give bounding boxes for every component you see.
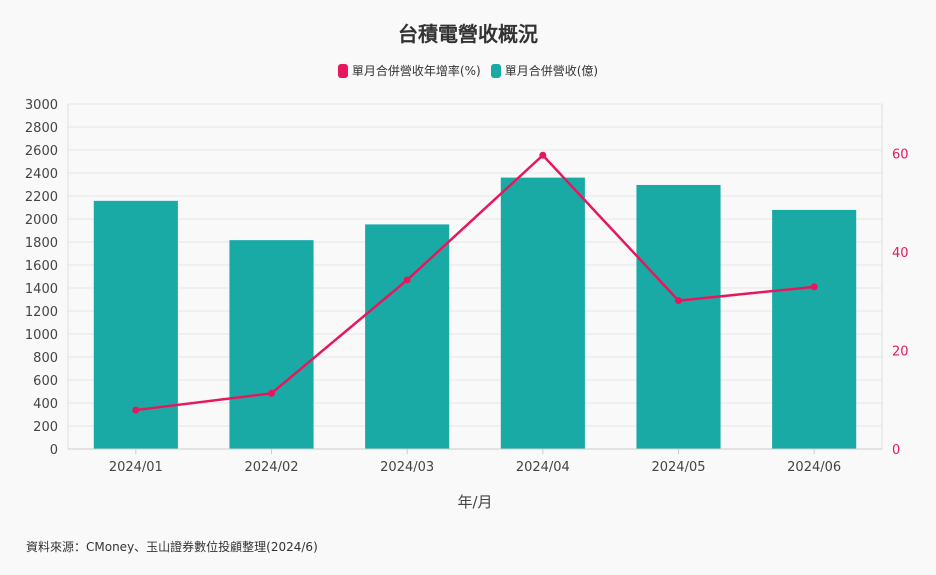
bars: [93, 177, 857, 449]
line-point[interactable]: [132, 406, 140, 414]
x-tick-label: 2024/01: [109, 460, 163, 475]
legend-swatch-revenue: [490, 63, 501, 78]
y-tick-label: 2400: [25, 167, 58, 182]
y-tick-label: 2000: [25, 213, 58, 228]
y-tick-label: 600: [33, 374, 58, 389]
legend-label-growth: 單月合併營收年增率(%): [351, 64, 481, 78]
y-tick-label: 2600: [25, 144, 58, 159]
x-tick-label: 2024/02: [244, 460, 298, 475]
line-point[interactable]: [539, 151, 547, 159]
line-point[interactable]: [675, 297, 682, 305]
y-axis-right: 0 20 40 60: [892, 147, 909, 458]
line-point[interactable]: [810, 283, 818, 291]
bar[interactable]: [772, 209, 857, 449]
y-tick-label: 1400: [25, 282, 58, 297]
y-tick-label: 1200: [25, 305, 58, 320]
bar[interactable]: [636, 184, 721, 449]
y-tick-label: 3000: [25, 98, 58, 113]
bar[interactable]: [500, 177, 585, 449]
x-axis: 2024/01 2024/02 2024/03 2024/04 2024/05 2024/…: [68, 448, 882, 475]
y-axis-left: 0 200 400 600 800 1000 1200 1400 1600 1800 2000 220…: [25, 98, 58, 458]
legend-label-revenue: 單月合併營收(億): [504, 64, 599, 78]
legend-item-growth[interactable]: 單月合併營收年增率(%): [337, 62, 481, 79]
x-tick-label: 2024/03: [380, 460, 434, 475]
y-tick-label: 2200: [25, 190, 58, 205]
y2-tick-label: 60: [892, 147, 909, 162]
source-note: 資料來源：CMoney、玉山證券數位投顧整理(2024/6): [26, 540, 318, 554]
y-tick-label: 800: [33, 351, 58, 366]
legend: 單月合併營收年增率(%) 單月合併營收(億): [0, 62, 936, 79]
grid: [67, 103, 883, 450]
legend-item-revenue[interactable]: 單月合併營收(億): [490, 62, 599, 79]
line-point[interactable]: [268, 389, 275, 397]
y2-tick-label: 20: [892, 344, 909, 359]
y-tick-label: 200: [33, 420, 58, 435]
y-tick-label: 400: [33, 397, 58, 412]
bar[interactable]: [365, 224, 450, 449]
line-point[interactable]: [403, 276, 411, 284]
x-axis-title: 年/月: [457, 493, 492, 511]
y-tick-label: 2800: [25, 121, 58, 136]
chart-title: 台積電營收概況: [398, 22, 538, 46]
y-tick-label: 1800: [25, 236, 58, 251]
y-tick-label: 1000: [25, 328, 58, 343]
bar[interactable]: [229, 240, 314, 449]
y-tick-label: 1600: [25, 259, 58, 274]
line-series: [132, 151, 818, 414]
growth-line: [135, 153, 815, 412]
x-tick-label: 2024/05: [651, 460, 705, 475]
y2-tick-label: 40: [892, 246, 909, 261]
legend-swatch-growth: [337, 63, 348, 78]
x-tick-label: 2024/04: [516, 460, 570, 475]
y-tick-label: 0: [50, 443, 58, 458]
x-tick-label: 2024/06: [787, 460, 841, 475]
y2-tick-label: 0: [892, 443, 900, 458]
